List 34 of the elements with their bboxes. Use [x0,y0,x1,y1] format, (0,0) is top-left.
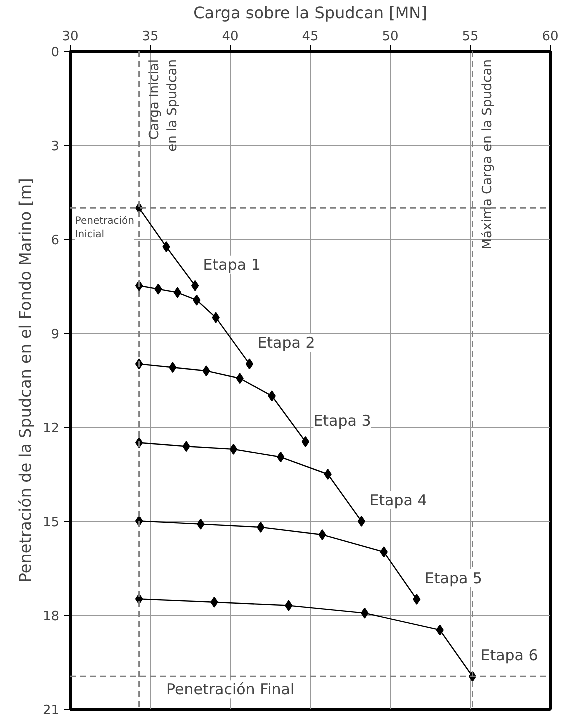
series-label: Etapa 6 [480,646,538,665]
ref-line-label: Carga Inicial en la Spudcan [147,59,180,152]
point [191,280,200,292]
ref-line-label: Penetración Inicial [75,216,135,240]
y-tick-label: 0 [51,46,60,60]
series-label: Etapa 5 [424,570,482,588]
point [246,358,254,370]
point [302,436,310,448]
y-tick-label: 9 [51,328,60,342]
y-tick-label: 12 [42,422,60,436]
x-tick-label: 30 [62,30,79,44]
series-label: Etapa 3 [314,412,372,430]
y-tick-label: 21 [42,704,60,718]
series-label: Etapa 1 [203,256,261,274]
point [358,516,366,527]
y-tick-label: 6 [51,234,60,248]
x-tick-label: 50 [382,30,399,44]
x-axis-title: Carga sobre la Spudcan [MN] [194,4,428,22]
point [230,444,238,455]
y-axis-title: Penetración de la Spudcan en el Fondo Marino [m] [16,178,35,583]
y-tick-label: 3 [51,140,60,154]
y-tick-label: 15 [42,516,60,530]
point [174,287,182,298]
point [324,469,332,480]
series-label: Etapa 4 [370,492,428,510]
y-tick-label: 18 [42,610,60,624]
x-tick-label: 40 [222,30,239,44]
x-tick-label: 60 [542,30,559,44]
ref-line-label: Máxima Carga en la Spudcan [480,59,496,250]
ref-line-label: Penetración Final [166,680,295,699]
x-tick-label: 55 [462,30,479,44]
x-tick-label: 45 [302,30,319,44]
series-label: Etapa 2 [258,334,316,352]
x-tick-label: 35 [142,30,159,44]
